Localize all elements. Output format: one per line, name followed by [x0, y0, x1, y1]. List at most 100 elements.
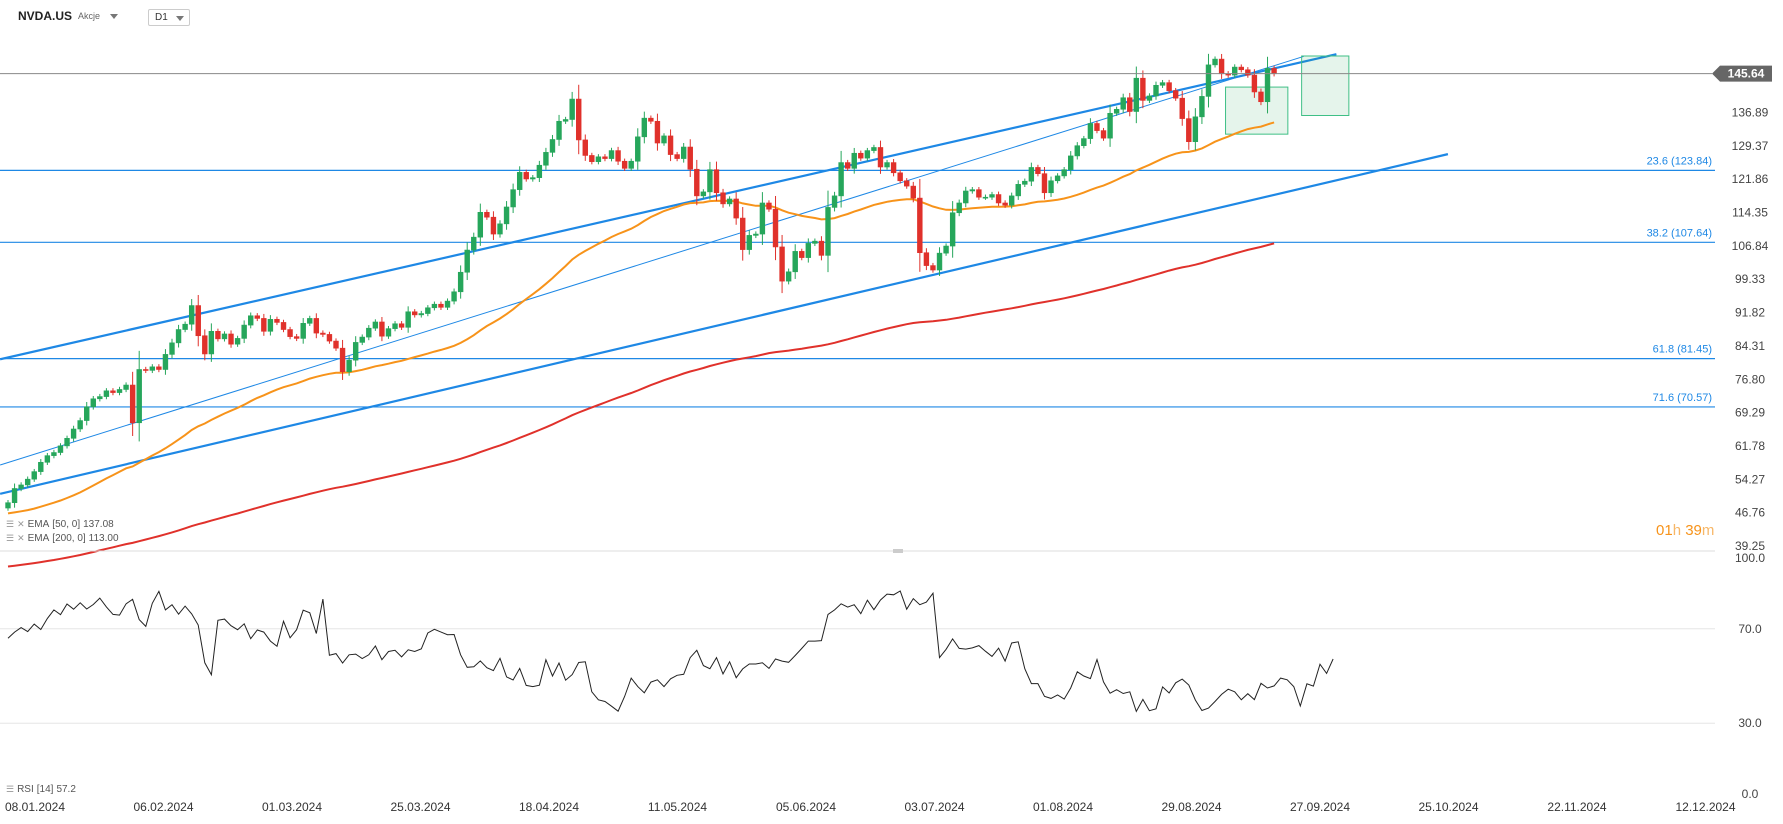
candle-body	[51, 452, 57, 456]
candle	[405, 306, 411, 333]
ema200-series	[7, 242, 1275, 568]
candle-body	[267, 319, 274, 332]
candle	[320, 330, 326, 338]
candle-body	[346, 359, 352, 373]
x-tick-label: 18.04.2024	[519, 800, 579, 814]
y-tick-label: 84.31	[1735, 339, 1765, 353]
chevron-down-icon[interactable]	[110, 13, 119, 19]
candle	[503, 201, 510, 230]
candle	[103, 388, 110, 400]
candle	[444, 298, 451, 310]
candle-body	[274, 319, 280, 323]
candle-body	[989, 194, 995, 198]
candle	[241, 320, 247, 344]
fib-level-label: 61.8 (81.45)	[1653, 344, 1712, 356]
candle	[904, 178, 910, 189]
candle	[1199, 89, 1205, 124]
rsi-params: [14]	[36, 784, 54, 795]
close-icon[interactable]: ✕	[17, 533, 25, 543]
candle-body	[339, 347, 346, 373]
candle	[1205, 53, 1212, 108]
candle	[1100, 127, 1107, 141]
candle-body	[556, 120, 562, 140]
candle-body	[1238, 66, 1244, 71]
candle-body	[1159, 82, 1166, 86]
candle-body	[57, 445, 64, 453]
candle-body	[1041, 173, 1048, 194]
rsi-label: RSI	[17, 784, 34, 795]
candle-body	[582, 139, 588, 156]
ema50-value: 137.08	[83, 519, 114, 530]
y-tick-label: 61.78	[1735, 439, 1765, 453]
rsi-tick-label: 70.0	[1738, 622, 1762, 636]
candle	[425, 305, 431, 317]
timeframe-select[interactable]: D1	[148, 9, 190, 26]
channel-inner-line	[0, 55, 1304, 466]
candle	[457, 265, 464, 299]
candle	[1179, 91, 1185, 126]
candle	[267, 315, 274, 336]
candle	[838, 150, 844, 208]
candle	[379, 317, 385, 342]
candle	[11, 483, 18, 508]
candle-body	[549, 139, 556, 153]
candle-body	[759, 202, 766, 235]
y-tick-label: 129.37	[1732, 139, 1769, 153]
ema200-legend[interactable]: ☰ ✕ EMA [200, 0] 113.00	[6, 533, 119, 544]
candle-body	[1054, 175, 1061, 182]
candle	[497, 220, 503, 238]
rsi-legend[interactable]: ☰ RSI [14] 57.2	[6, 784, 76, 795]
settings-icon[interactable]: ☰	[6, 533, 15, 543]
candle	[930, 262, 936, 273]
settings-icon[interactable]: ☰	[6, 519, 15, 529]
candle-body	[392, 323, 398, 329]
settings-icon[interactable]: ☰	[6, 784, 15, 794]
candle	[228, 330, 234, 348]
candle-body	[412, 311, 418, 316]
y-tick-label: 69.29	[1735, 406, 1765, 420]
candle-body	[143, 369, 149, 371]
candle	[608, 147, 615, 162]
candle-body	[451, 291, 457, 302]
candle-body	[431, 303, 438, 309]
fib-level-label: 23.6 (123.84)	[1647, 155, 1712, 167]
candle	[982, 194, 989, 200]
candle	[674, 151, 680, 162]
candle-body	[182, 323, 188, 330]
y-tick-label: 76.80	[1735, 372, 1765, 386]
candle-body	[740, 217, 746, 250]
candle	[818, 236, 825, 261]
candle-body	[576, 98, 582, 141]
candle-body	[169, 342, 175, 355]
candle	[1061, 167, 1067, 179]
symbol-selector[interactable]: NVDA.US Akcje	[18, 9, 119, 23]
candle-body	[1074, 145, 1080, 157]
y-tick-label: 91.82	[1735, 306, 1765, 320]
close-icon[interactable]: ✕	[17, 519, 25, 529]
x-tick-label: 22.11.2024	[1547, 800, 1606, 814]
candle	[300, 318, 306, 344]
consolidation-box	[1225, 86, 1289, 135]
candle	[274, 316, 280, 326]
candle	[694, 159, 700, 206]
candle-body	[1146, 95, 1153, 101]
candle-body	[372, 321, 379, 329]
candle	[169, 338, 175, 359]
candle	[110, 388, 116, 396]
candle-body	[910, 185, 916, 199]
candle-body	[654, 120, 661, 144]
candle-body	[195, 305, 201, 337]
ema50-legend[interactable]: ☰ ✕ EMA [50, 0] 137.08	[6, 519, 114, 530]
candle-body	[261, 318, 267, 332]
candle	[346, 356, 352, 376]
candle	[1159, 79, 1166, 88]
candle	[156, 364, 162, 373]
candle-body	[812, 240, 818, 244]
candle	[1218, 53, 1225, 79]
symbol-label: NVDA.US	[18, 9, 73, 23]
countdown-hours-unit: h	[1672, 522, 1682, 539]
candlestick-series	[5, 53, 1277, 511]
candle	[38, 459, 44, 475]
candle-body	[287, 329, 293, 337]
